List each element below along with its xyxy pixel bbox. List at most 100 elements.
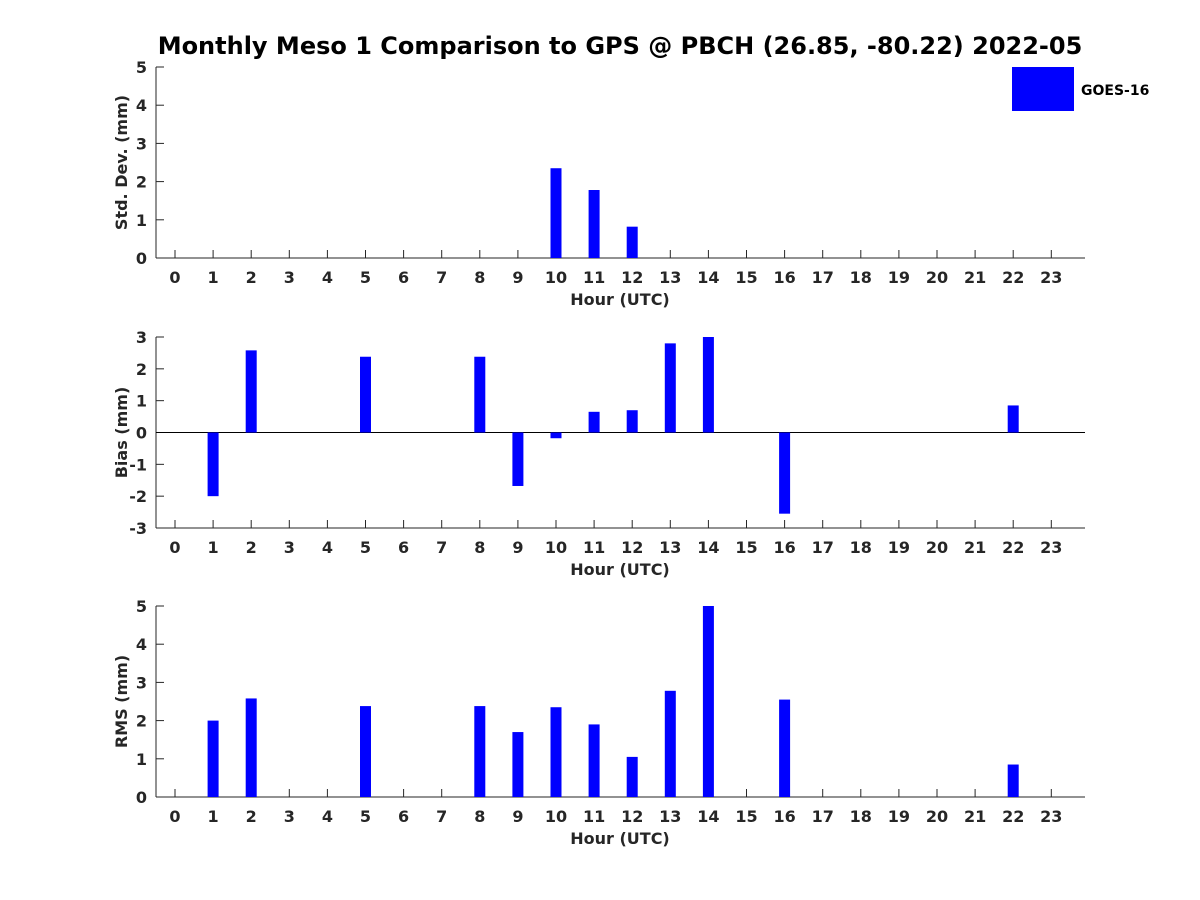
rms-x-tick-label: 18 <box>850 807 872 826</box>
bias-bar-hour-9 <box>512 432 524 486</box>
bias-bar-hour-11 <box>588 411 600 433</box>
bias-x-tick-label: 20 <box>926 538 948 557</box>
bias-x-tick-label: 4 <box>322 538 333 557</box>
std-dev-x-tick-label: 14 <box>697 268 719 287</box>
bias-y-tick-label: -1 <box>129 455 147 474</box>
bias-x-tick-label: 13 <box>659 538 681 557</box>
bias-x-tick-label: 22 <box>1002 538 1024 557</box>
std-dev-x-tick-label: 20 <box>926 268 948 287</box>
rms-bar-hour-10 <box>550 707 562 797</box>
bias-y-tick-label: 1 <box>136 392 147 411</box>
std-dev-y-axis-label: Std. Dev. (mm) <box>112 95 131 230</box>
std-dev-y-tick-label: 0 <box>136 249 147 268</box>
bias-bar-hour-10 <box>550 432 562 439</box>
std-dev-x-tick-label: 17 <box>812 268 834 287</box>
std-dev-bar-hour-10 <box>550 168 562 258</box>
bias-bar-hour-12 <box>626 410 638 433</box>
rms-x-tick-label: 22 <box>1002 807 1024 826</box>
bias-x-tick-label: 2 <box>246 538 257 557</box>
rms-x-tick-label: 10 <box>545 807 567 826</box>
bias-y-tick-label: -2 <box>129 487 147 506</box>
rms-x-tick-label: 15 <box>735 807 757 826</box>
rms-x-tick-label: 7 <box>436 807 447 826</box>
rms-x-tick-label: 6 <box>398 807 409 826</box>
bias-x-tick-label: 12 <box>621 538 643 557</box>
rms-x-tick-label: 13 <box>659 807 681 826</box>
rms-x-tick-label: 5 <box>360 807 371 826</box>
bias-x-tick-label: 6 <box>398 538 409 557</box>
bias-x-tick-label: 9 <box>512 538 523 557</box>
std-dev-y-tick-label: 3 <box>136 134 147 153</box>
std-dev-x-axis-label: Hour (UTC) <box>570 290 670 309</box>
rms-bar-hour-22 <box>1007 764 1019 797</box>
std-dev-x-tick-label: 1 <box>208 268 219 287</box>
std-dev-x-tick-label: 6 <box>398 268 409 287</box>
rms-x-tick-label: 21 <box>964 807 986 826</box>
rms-bar-hour-14 <box>702 606 714 797</box>
std-dev-x-tick-label: 10 <box>545 268 567 287</box>
rms-bar-hour-1 <box>207 720 219 797</box>
std-dev-x-tick-label: 4 <box>322 268 333 287</box>
rms-bar-hour-9 <box>512 732 524 797</box>
bias-x-tick-label: 15 <box>735 538 757 557</box>
bias-x-axis-label: Hour (UTC) <box>570 560 670 579</box>
rms-x-tick-label: 20 <box>926 807 948 826</box>
bias-x-tick-label: 8 <box>474 538 485 557</box>
std-dev-x-tick-label: 8 <box>474 268 485 287</box>
std-dev-y-tick-label: 2 <box>136 173 147 192</box>
std-dev-x-tick-label: 19 <box>888 268 910 287</box>
std-dev-y-tick-label: 1 <box>136 211 147 230</box>
std-dev-x-tick-label: 2 <box>246 268 257 287</box>
rms-bar-hour-13 <box>664 690 676 797</box>
std-dev-x-tick-label: 11 <box>583 268 605 287</box>
std-dev-x-tick-label: 13 <box>659 268 681 287</box>
rms-x-tick-label: 14 <box>697 807 719 826</box>
std-dev-x-tick-label: 7 <box>436 268 447 287</box>
bias-bar-hour-13 <box>664 343 676 433</box>
rms-bar-hour-12 <box>626 756 638 797</box>
std-dev-x-tick-label: 3 <box>284 268 295 287</box>
rms-y-tick-label: 1 <box>136 750 147 769</box>
bias-x-tick-label: 16 <box>773 538 795 557</box>
rms-x-tick-label: 8 <box>474 807 485 826</box>
rms-y-tick-label: 2 <box>136 712 147 731</box>
rms-y-tick-label: 3 <box>136 673 147 692</box>
bias-x-tick-label: 19 <box>888 538 910 557</box>
rms-x-tick-label: 23 <box>1040 807 1062 826</box>
bias-x-tick-label: 5 <box>360 538 371 557</box>
rms-x-tick-label: 16 <box>773 807 795 826</box>
bias-x-tick-label: 14 <box>697 538 719 557</box>
bias-bar-hour-14 <box>702 337 714 433</box>
rms-x-tick-label: 19 <box>888 807 910 826</box>
legend-swatch <box>1012 67 1074 111</box>
bias-bar-hour-5 <box>360 356 371 433</box>
bias-bar-hour-16 <box>779 432 791 514</box>
rms-y-tick-label: 0 <box>136 788 147 807</box>
rms-bar-hour-16 <box>779 699 791 797</box>
bias-x-tick-label: 11 <box>583 538 605 557</box>
rms-y-tick-label: 5 <box>136 597 147 616</box>
std-dev-bar-hour-12 <box>626 226 638 258</box>
rms-x-tick-label: 9 <box>512 807 523 826</box>
bias-y-tick-label: 0 <box>136 424 147 443</box>
std-dev-x-tick-label: 12 <box>621 268 643 287</box>
std-dev-x-tick-label: 5 <box>360 268 371 287</box>
std-dev-x-tick-label: 18 <box>850 268 872 287</box>
rms-x-tick-label: 12 <box>621 807 643 826</box>
bias-y-axis-label: Bias (mm) <box>112 387 131 479</box>
rms-y-axis-label: RMS (mm) <box>112 655 131 748</box>
bias-x-tick-label: 23 <box>1040 538 1062 557</box>
bias-y-tick-label: 3 <box>136 328 147 347</box>
bias-bar-hour-8 <box>474 356 486 433</box>
chart-title: Monthly Meso 1 Comparison to GPS @ PBCH … <box>158 32 1083 60</box>
std-dev-x-tick-label: 22 <box>1002 268 1024 287</box>
bias-x-tick-label: 17 <box>812 538 834 557</box>
bias-x-tick-label: 1 <box>208 538 219 557</box>
rms-x-tick-label: 11 <box>583 807 605 826</box>
rms-y-tick-label: 4 <box>136 635 147 654</box>
